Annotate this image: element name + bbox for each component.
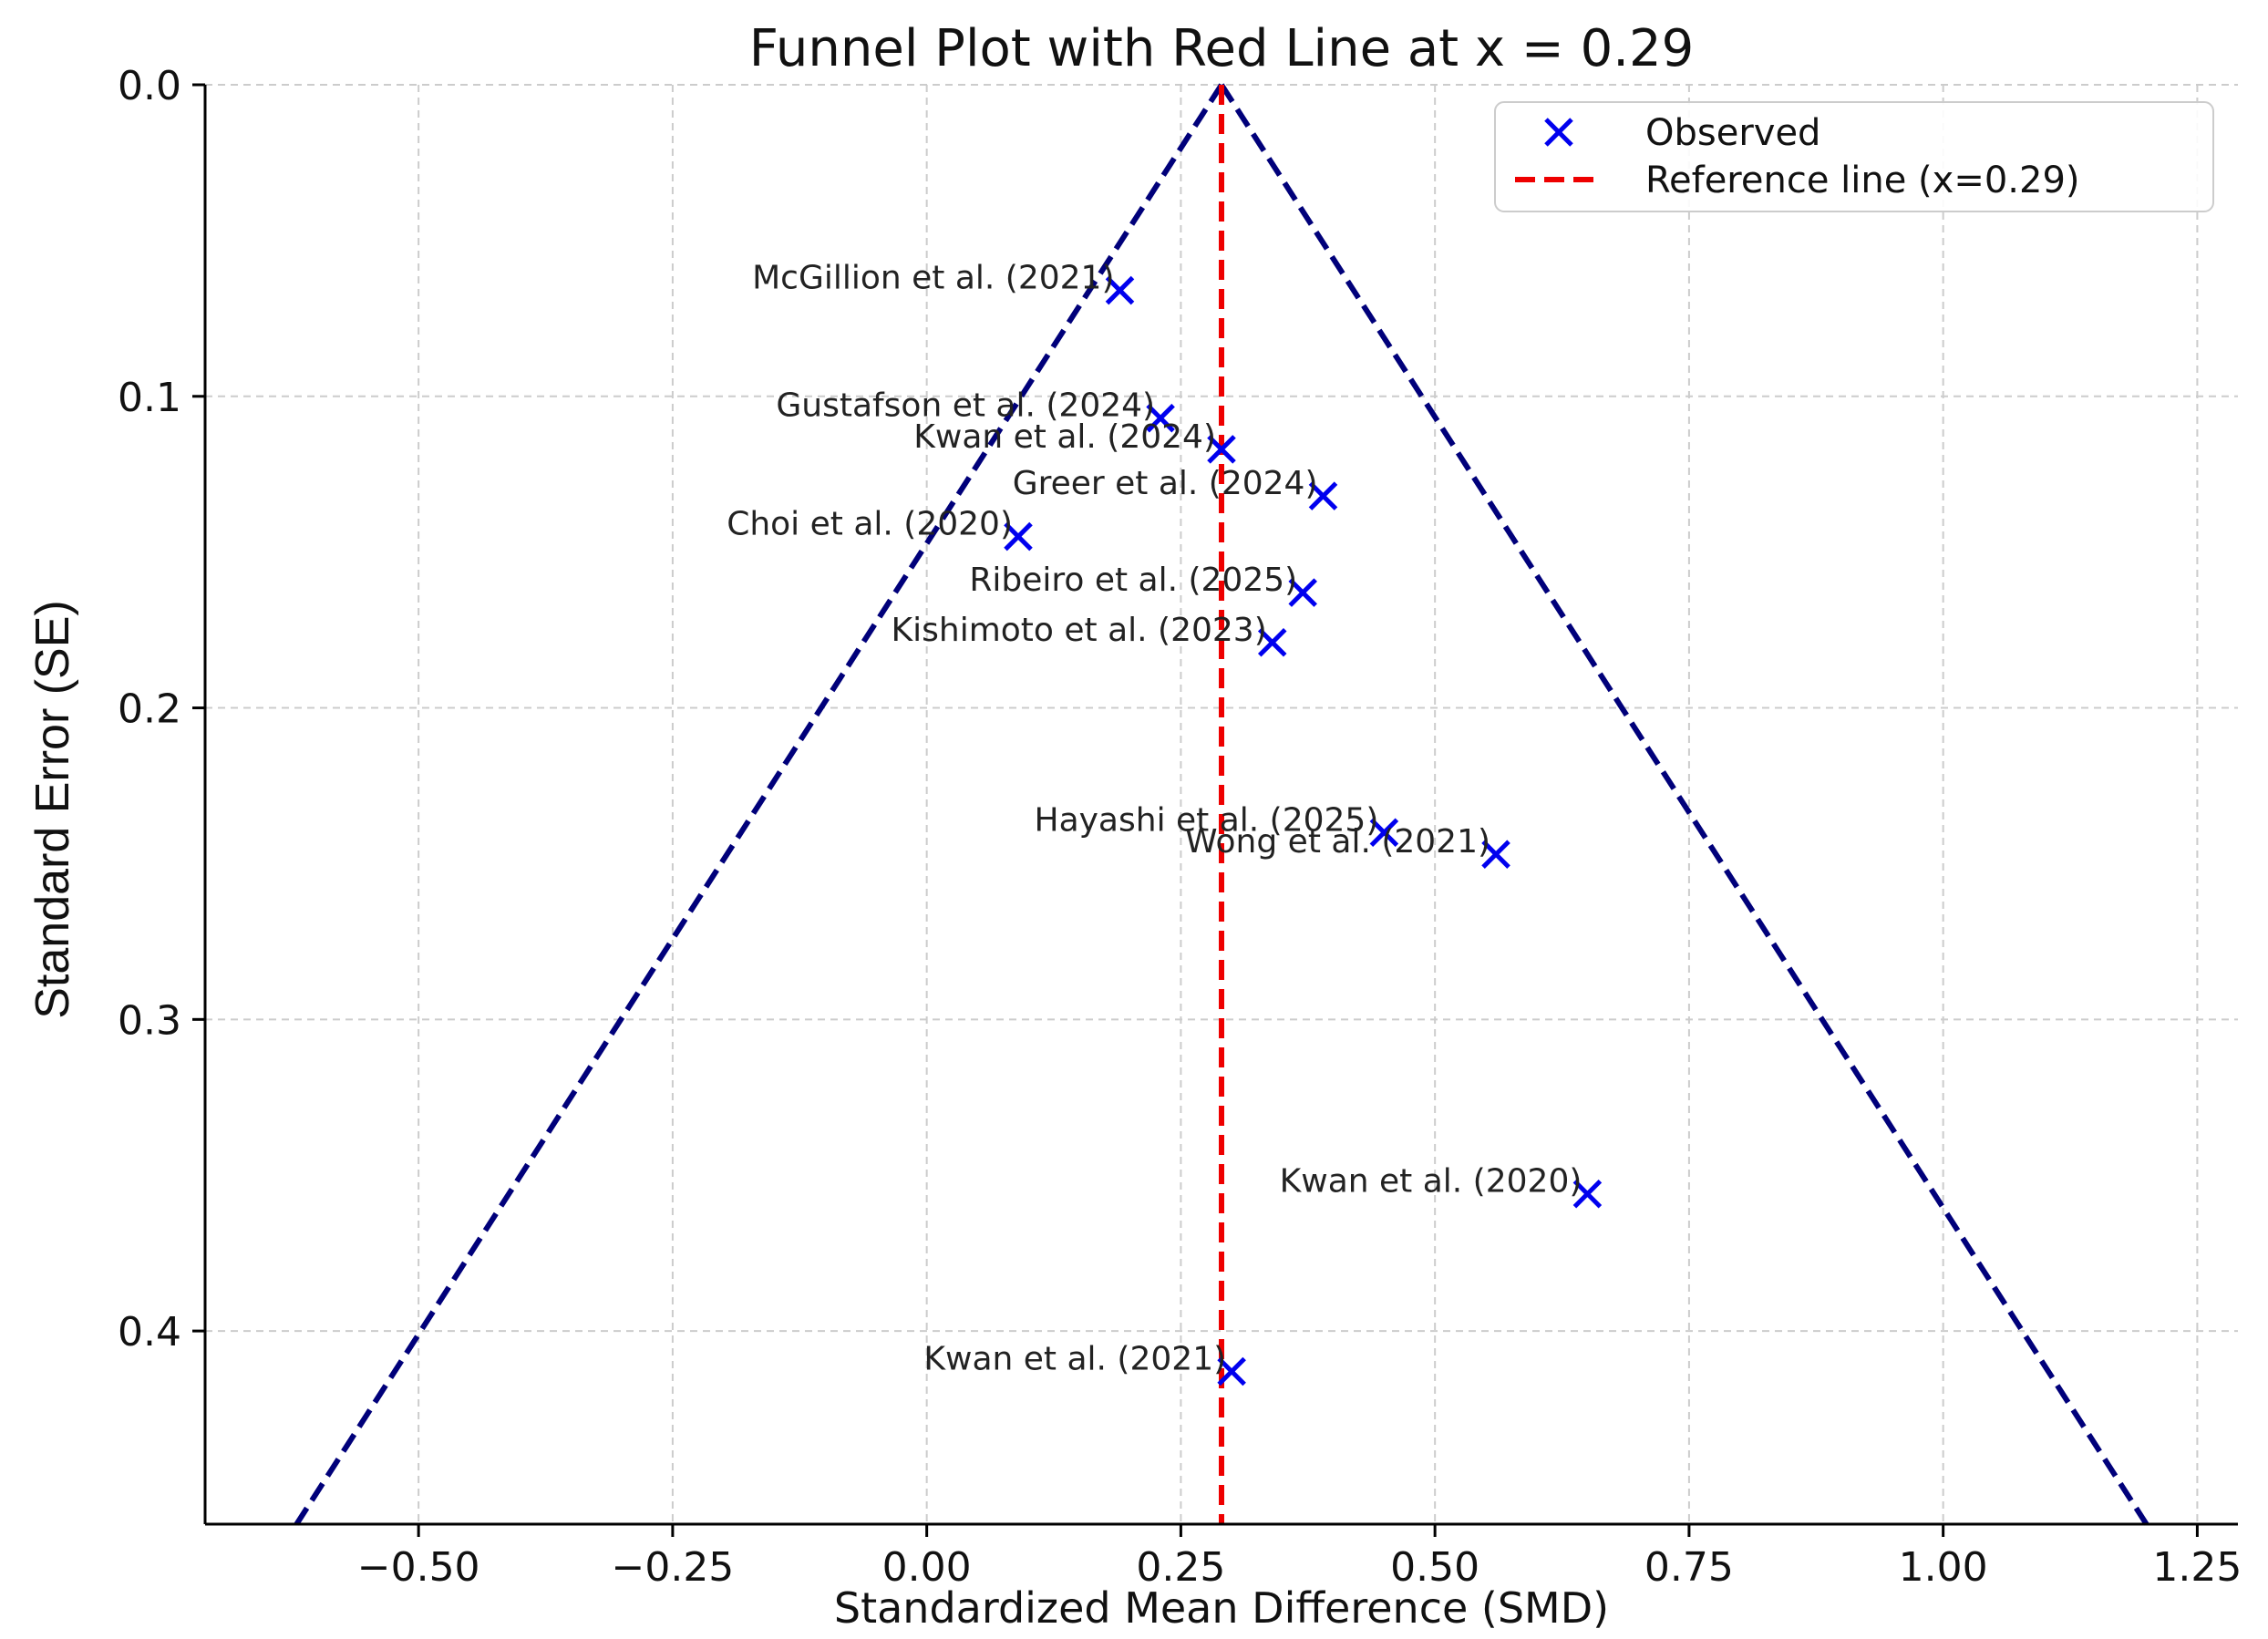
data-point-marker — [1146, 403, 1175, 433]
x-tick-label: 0.75 — [1644, 1544, 1734, 1591]
data-point-marker — [1207, 435, 1236, 464]
y-tick-label: 0.3 — [118, 997, 181, 1044]
y-tick-label: 0.0 — [118, 63, 181, 109]
y-axis-title: Standard Error (SE) — [26, 600, 79, 1019]
axes-layer: −0.50 −0.25 0.00 0.25 0.50 0.75 1.00 1.25 0.0 0.1… — [118, 63, 2242, 1591]
data-point: Choi et al. (2020) — [727, 506, 1033, 551]
x-tick-label: 1.00 — [1899, 1544, 1988, 1591]
x-tick-label: −0.25 — [611, 1544, 734, 1591]
x-tick-label: −0.50 — [357, 1544, 480, 1591]
data-point: Gustafson et al. (2024) — [776, 387, 1175, 433]
data-point-marker — [1217, 1356, 1246, 1386]
y-tick-label: 0.1 — [118, 375, 181, 421]
data-point: Kwan et al. (2020) — [1280, 1163, 1603, 1209]
data-point-label: Choi et al. (2020) — [727, 506, 1013, 543]
data-point-label: Wong et al. (2021) — [1185, 823, 1490, 861]
data-point-label: Ribeiro et al. (2025) — [969, 562, 1297, 599]
y-tick-label: 0.2 — [118, 686, 181, 733]
funnel-layer — [294, 83, 2149, 1526]
data-point-label: Hayashi et al. (2025) — [1035, 801, 1379, 839]
data-point: Greer et al. (2024) — [1013, 465, 1338, 510]
data-point-label: Greer et al. (2024) — [1013, 465, 1318, 502]
x-axis-title: Standardized Mean Difference (SMD) — [834, 1583, 1609, 1633]
data-point: Wong et al. (2021) — [1185, 823, 1510, 869]
data-point: Hayashi et al. (2025) — [1035, 801, 1399, 848]
data-point-label: Kishimoto et al. (2023) — [892, 612, 1267, 649]
data-point-marker — [1004, 521, 1033, 551]
legend-label-observed: Observed — [1645, 112, 1820, 154]
x-tick-label: 0.00 — [882, 1544, 972, 1591]
data-point-marker — [1481, 840, 1510, 869]
chart-title: Funnel Plot with Red Line at x = 0.29 — [749, 19, 1695, 78]
data-point: Kishimoto et al. (2023) — [892, 612, 1287, 657]
legend-box — [1494, 101, 2214, 212]
points-layer: McGillion et al. (2021) Gustafson et al. … — [727, 260, 1603, 1386]
x-tick-label: 0.25 — [1136, 1544, 1225, 1591]
data-point-label: Kwan et al. (2020) — [1280, 1163, 1582, 1201]
data-point-marker — [1369, 818, 1399, 848]
data-point-marker — [1572, 1179, 1603, 1209]
data-point-label: Gustafson et al. (2024) — [776, 387, 1155, 425]
data-point: Kwan et al. (2024) — [913, 418, 1236, 464]
data-point: Ribeiro et al. (2025) — [969, 562, 1317, 607]
funnel-right-line — [1219, 83, 2149, 1526]
data-point-label: McGillion et al. (2021) — [752, 260, 1114, 297]
x-tick-label: 0.50 — [1390, 1544, 1479, 1591]
data-point-marker — [1105, 275, 1135, 305]
y-tick-label: 0.4 — [118, 1309, 181, 1356]
grid-layer — [205, 84, 2238, 1524]
legend-label-reference: Reference line (x=0.29) — [1645, 160, 2080, 201]
x-tick-label: 1.25 — [2152, 1544, 2242, 1591]
data-point: McGillion et al. (2021) — [752, 260, 1135, 305]
legend-marker-observed — [1544, 118, 1573, 147]
data-point-marker — [1257, 628, 1287, 657]
funnel-left-line — [294, 83, 1224, 1526]
data-point-marker — [1288, 578, 1317, 607]
data-point-label: Kwan et al. (2021) — [923, 1341, 1226, 1378]
data-point-label: Kwan et al. (2024) — [913, 418, 1216, 456]
data-point: Kwan et al. (2021) — [923, 1341, 1246, 1386]
data-point-marker — [1308, 481, 1338, 510]
legend: Observed Reference line (x=0.29) — [1494, 101, 2214, 212]
